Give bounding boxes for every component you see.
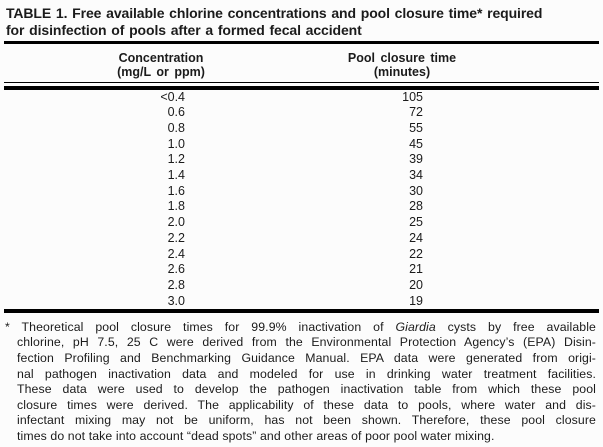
table-body: <0.4 105 0.6 72 0.8 55 1.0 45 1.2 39 1.4 34 1.… xyxy=(0,90,603,310)
closure-time-cell: 24 xyxy=(409,230,423,245)
closure-time-cell: 105 xyxy=(402,89,423,104)
concentration-cell: 1.0 xyxy=(167,136,185,151)
closure-time-cell: 34 xyxy=(409,168,423,183)
footnote-line: times do not take into account “dead spo… xyxy=(17,429,495,443)
footnote-line: * Theoretical pool closure times for 99.… xyxy=(5,319,596,336)
concentration-cell: 2.6 xyxy=(167,262,185,277)
concentration-cell: 0.6 xyxy=(167,105,185,120)
closure-time-cell: 39 xyxy=(409,152,423,167)
footnote-line: chlorine, pH 7.5, 25 C were derived from… xyxy=(17,335,596,350)
footnote-line: infectant mixing may not be uniform, has… xyxy=(17,413,596,428)
header-rule-thick xyxy=(4,86,599,90)
concentration-cell: <0.4 xyxy=(160,89,185,104)
closure-time-cell: 28 xyxy=(409,199,423,214)
concentration-cell: 2.8 xyxy=(167,277,185,292)
concentration-cell: 1.8 xyxy=(167,199,185,214)
table-row: 2.6 21 xyxy=(0,262,603,278)
title-rule xyxy=(4,41,599,44)
concentration-cell: 2.4 xyxy=(167,246,185,261)
table-row: 1.8 28 xyxy=(0,199,603,215)
column-header-closure-time: Pool closure time (minutes) xyxy=(322,51,482,80)
concentration-cell: 3.0 xyxy=(167,293,185,308)
column-header-concentration: Concentration (mg/L or ppm) xyxy=(0,51,322,80)
footnote-line: These data were used to develop the path… xyxy=(17,382,596,397)
footnote-line: nal pathogen inactivation data and model… xyxy=(17,366,596,381)
table-row: 2.2 24 xyxy=(0,231,603,247)
footnote-text: cysts by free available xyxy=(435,319,596,334)
table-row: <0.4 105 xyxy=(0,90,603,106)
table-row: 0.8 55 xyxy=(0,121,603,137)
concentration-cell: 0.8 xyxy=(167,120,185,135)
footnote-italic-term: Giardia xyxy=(395,319,436,334)
closure-time-cell: 55 xyxy=(409,120,423,135)
closure-time-cell: 45 xyxy=(409,136,423,151)
concentration-cell: 1.4 xyxy=(167,168,185,183)
table-title: TABLE 1. Free available chlorine concent… xyxy=(0,0,603,39)
table-title-line2: for disinfection of pools after a formed… xyxy=(6,22,362,38)
closure-time-cell: 22 xyxy=(409,246,423,261)
table-row: 1.2 39 xyxy=(0,152,603,168)
table-title-line1: TABLE 1. Free available chlorine concent… xyxy=(6,5,543,21)
table-row: 1.0 45 xyxy=(0,137,603,153)
closure-time-header-label: Pool closure time xyxy=(347,50,457,65)
footnote-line: fection Profiling and Benchmarking Guida… xyxy=(17,351,596,366)
table-row: 1.6 30 xyxy=(0,184,603,200)
table-row: 0.6 72 xyxy=(0,105,603,121)
concentration-cell: 1.6 xyxy=(167,183,185,198)
closure-time-cell: 30 xyxy=(409,183,423,198)
closure-time-cell: 72 xyxy=(409,105,423,120)
footnote-line: closure times were derived. The applicab… xyxy=(17,397,596,412)
table-row: 3.0 19 xyxy=(0,294,603,310)
closure-time-header-unit: (minutes) xyxy=(373,65,431,79)
concentration-cell: 2.2 xyxy=(167,230,185,245)
column-header-row: Concentration (mg/L or ppm) Pool closure… xyxy=(0,51,603,80)
closure-time-cell: 25 xyxy=(409,215,423,230)
closure-time-cell: 19 xyxy=(409,293,423,308)
table-row: 2.4 22 xyxy=(0,247,603,263)
footnote: * Theoretical pool closure times for 99.… xyxy=(5,319,596,445)
table-row: 2.0 25 xyxy=(0,215,603,231)
concentration-header-unit: (mg/L or ppm) xyxy=(117,65,205,79)
concentration-header-label: Concentration xyxy=(118,50,204,65)
table-row: 1.4 34 xyxy=(0,168,603,184)
concentration-cell: 1.2 xyxy=(167,152,185,167)
footnote-text: * Theoretical pool closure times for 99.… xyxy=(5,319,396,334)
closure-time-cell: 20 xyxy=(409,277,423,292)
closure-time-cell: 21 xyxy=(409,262,423,277)
table-row: 2.8 20 xyxy=(0,278,603,294)
concentration-cell: 2.0 xyxy=(167,215,185,230)
header-rule-thin xyxy=(4,81,599,83)
bottom-rule xyxy=(4,309,599,313)
